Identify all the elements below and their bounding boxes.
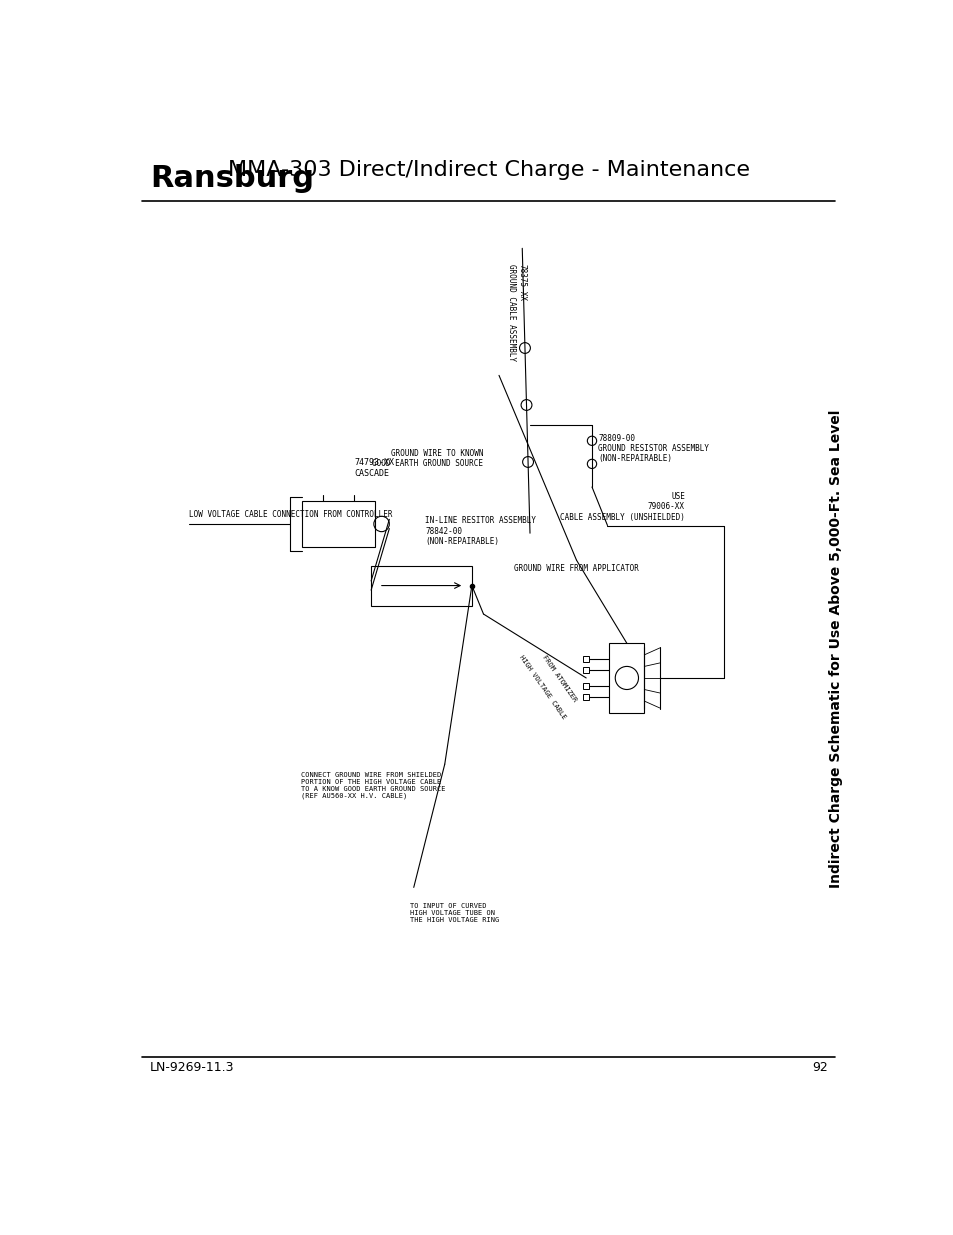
Text: 92: 92 [811,1061,827,1073]
Circle shape [520,400,532,410]
Text: Ransburg: Ransburg [150,163,314,193]
Text: GROUND WIRE FROM APPLICATOR: GROUND WIRE FROM APPLICATOR [514,564,639,573]
Bar [301,501,375,547]
Text: GROUND WIRE TO KNOWN
GOOD EARTH GROUND SOURCE: GROUND WIRE TO KNOWN GOOD EARTH GROUND S… [372,448,483,468]
Circle shape [587,459,596,468]
Bar [371,566,472,605]
Text: 78809-00
GROUND RESISTOR ASSEMBLY
(NON-REPAIRABLE): 78809-00 GROUND RESISTOR ASSEMBLY (NON-R… [598,433,708,463]
Text: CONNECT GROUND WIRE FROM SHIELDED
PORTION OF THE HIGH VOLTAGE CABLE
TO A KNOW GO: CONNECT GROUND WIRE FROM SHIELDED PORTIO… [301,772,445,799]
Text: 78375-XX
GROUND CABLE ASSEMBLY: 78375-XX GROUND CABLE ASSEMBLY [506,264,525,361]
Text: LN-9269-11.3: LN-9269-11.3 [150,1061,234,1073]
Text: IN-LINE RESITOR ASSEMBLY
78842-00
(NON-REPAIRABLE): IN-LINE RESITOR ASSEMBLY 78842-00 (NON-R… [425,516,536,546]
Circle shape [587,436,596,446]
Text: LOW VOLTAGE CABLE CONNECTION FROM CONTROLLER: LOW VOLTAGE CABLE CONNECTION FROM CONTRO… [189,510,392,520]
Text: Indirect Charge Schematic for Use Above 5,000-Ft. Sea Level: Indirect Charge Schematic for Use Above … [828,410,842,888]
Text: MMA-303 Direct/Indirect Charge - Maintenance: MMA-303 Direct/Indirect Charge - Mainten… [228,159,749,180]
Circle shape [519,342,530,353]
Text: TO INPUT OF CURVED
HIGH VOLTAGE TUBE ON
THE HIGH VOLTAGE RING: TO INPUT OF CURVED HIGH VOLTAGE TUBE ON … [410,903,498,923]
Text: 74793-XX
CASCADE: 74793-XX CASCADE [354,458,394,478]
Circle shape [522,457,533,467]
Text: FROM ATOMIZER: FROM ATOMIZER [541,653,578,703]
Bar [609,643,643,713]
Text: HIGH VOLTAGE CABLE: HIGH VOLTAGE CABLE [517,653,566,720]
Text: USE
79006-XX
CABLE ASSEMBLY (UNSHIELDED): USE 79006-XX CABLE ASSEMBLY (UNSHIELDED) [559,492,684,521]
